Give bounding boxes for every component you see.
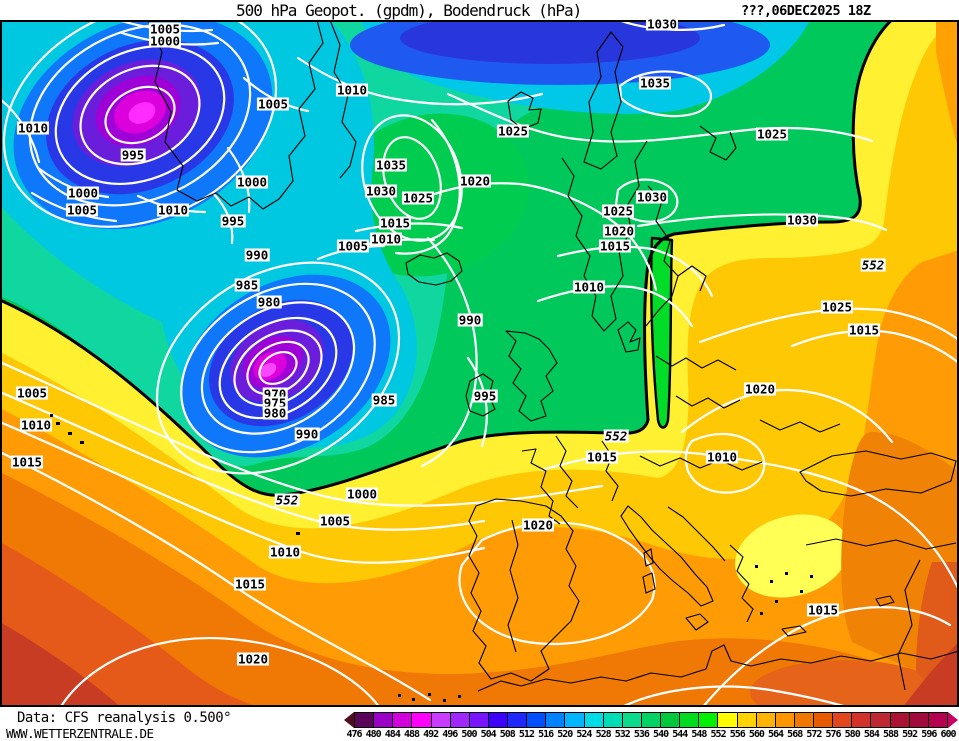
ne-corner-orange [936,20,959,152]
colorbar-tick: 484 [384,729,401,740]
low2-core [259,363,277,377]
colorbar-segment [621,713,641,727]
colorbar-tick: 512 [518,729,535,740]
colorbar-segment [449,713,469,727]
colorbar-segment [392,713,412,727]
colorbar-tick: 476 [346,729,362,740]
warm-region-deep-orange [0,472,959,708]
footer-bar: Data: CFS reanalysis 0.500° WWW.WETTERZE… [0,707,959,741]
data-source-text: Data: CFS reanalysis 0.500° [17,710,232,726]
colorbar-tick: 564 [768,729,784,740]
colorbar-tick: 532 [614,729,631,740]
header-bar: 500 hPa Geopot. (gpdm), Bodendruck (hPa)… [0,0,959,20]
colorbar-segment [832,713,852,727]
se-dark-red-corner [902,642,959,708]
colorbar-tick: 536 [633,729,650,740]
colorbar-tick: 600 [940,729,956,740]
colorbar-segments [354,712,948,728]
warm-region-gold [0,28,959,708]
colorbar-tick-labels: 476 480 484 488 492 496 500 504 508 512 516 520 524 5… [346,729,956,740]
colorbar-tick: 480 [365,729,382,740]
colorbar-segment [755,713,775,727]
colorbar-left-arrow [344,712,354,728]
colorbar-tick: 568 [787,729,803,740]
colorbar-segment [793,713,813,727]
geopotential-colorbar [344,712,958,728]
colorbar-segment [468,713,488,727]
map-frame [0,20,959,707]
warm-region-orange [0,250,959,708]
colorbar-segment [736,713,756,727]
geopotential-552-contour [0,20,895,497]
colorbar-tick: 488 [403,729,420,740]
colorbar-segment [889,713,909,727]
colorbar-segment [717,713,737,727]
colorbar-segment [564,713,584,727]
colorbar-tick: 592 [902,729,918,740]
small-islands [50,414,813,702]
colorbar-tick: 572 [806,729,822,740]
colorbar-tick: 528 [595,729,612,740]
colorbar-tick: 516 [538,729,554,740]
arctic-deep-blue [400,20,700,64]
colorbar-tick: 524 [576,729,592,740]
colorbar-segment [507,713,527,727]
colorbar-tick: 520 [557,729,573,740]
run-date: ???,06DEC2025 18Z [741,3,871,19]
colorbar-tick: 580 [844,729,861,740]
colorbar-tick: 584 [863,729,880,740]
colorbar-segment [851,713,871,727]
colorbar-segment [355,713,374,727]
weather-map [0,20,959,708]
website-text: WWW.WETTERZENTRALE.DE [6,726,154,741]
colorbar-tick: 492 [423,729,439,740]
colorbar-tick: 500 [461,729,477,740]
colorbar-segment [679,713,699,727]
colorbar-tick: 540 [653,729,669,740]
colorbar-tick: 508 [499,729,516,740]
colorbar-tick: 544 [672,729,688,740]
colorbar-segment [698,713,718,727]
colorbar-tick: 588 [882,729,899,740]
colorbar-segment [526,713,546,727]
colorbar-segment [487,713,507,727]
colorbar-tick: 504 [480,729,497,740]
colorbar-tick: 556 [729,729,746,740]
coastlines [147,20,959,692]
map-title: 500 hPa Geopot. (gpdm), Bodendruck (hPa) [236,1,582,20]
colorbar-tick: 496 [442,729,458,740]
colorbar-tick: 552 [710,729,727,740]
colorbar-tick: 596 [921,729,937,740]
colorbar-segment [813,713,833,727]
colorbar-segment [870,713,890,727]
colorbar-segment [908,713,928,727]
colorbar-segment [545,713,565,727]
colorbar-segment [430,713,450,727]
colorbar-segment [583,713,603,727]
colorbar-segment [373,713,393,727]
colorbar-segment [602,713,622,727]
colorbar-tick: 548 [691,729,707,740]
colorbar-segment [640,713,660,727]
low1-core [128,102,156,124]
colorbar-segment [927,713,947,727]
colorbar-segment [774,713,794,727]
aegean-bright-yellow [735,514,849,598]
colorbar-tick: 576 [825,729,842,740]
colorbar-segment [660,713,680,727]
colorbar-right-arrow [948,712,958,728]
sw-dark-red-corner [0,622,122,708]
colorbar-segment [411,713,431,727]
colorbar-tick: 560 [748,729,765,740]
